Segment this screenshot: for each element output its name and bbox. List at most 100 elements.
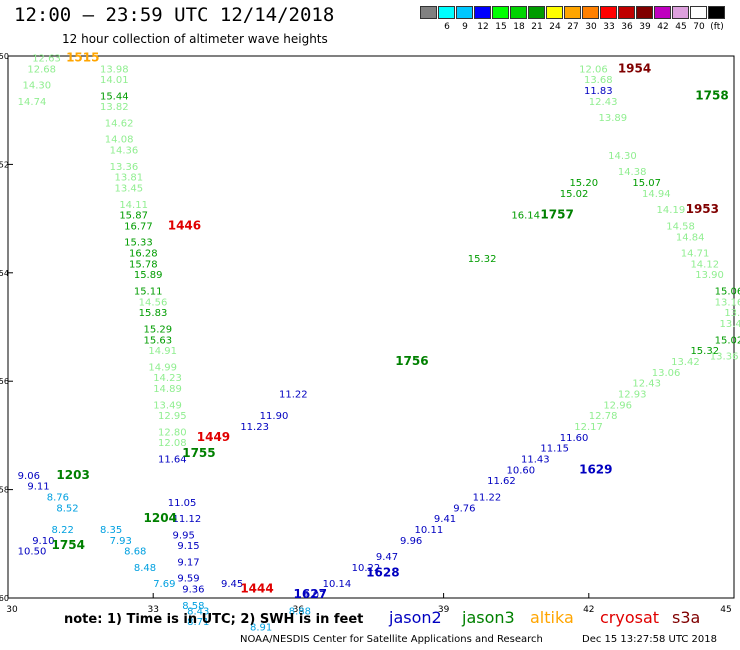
legend-label: 42 [657,22,669,32]
legend-swatch [456,6,473,19]
wave-height-label: 11.23 [240,422,269,433]
footer-note: note: 1) Time is in UTC; 2) SWH is in fe… [64,612,364,627]
pass-time-label: 1629 [579,462,612,476]
credit-text: NOAA/NESDIS Center for Satellite Applica… [240,634,543,645]
wave-height-label: 12.96 [603,400,632,411]
pass-time-label: 1758 [695,88,728,102]
legend-swatch [618,6,635,19]
legend-label: 15 [495,22,507,32]
wave-height-label: 13.06 [652,368,681,379]
wave-height-label: 13.82 [100,102,129,113]
wave-height-label: 9.10 [32,536,54,547]
wave-height-label: 14.94 [642,189,671,200]
wave-height-label: 8.48 [134,563,156,574]
wave-height-label: 11.83 [584,86,613,97]
lon-tick-label: 42 [583,605,594,615]
wave-height-label: 9.17 [177,557,199,568]
wave-height-label: 14.56 [139,297,168,308]
wave-height-label: 10.11 [415,525,444,536]
wave-height-label: 14.23 [153,373,182,384]
wave-height-label: 14.71 [681,249,710,260]
wave-height-label: 16.77 [124,221,153,232]
lon-tick-label: 39 [438,605,450,615]
lon-tick-label: 45 [720,605,731,615]
legend-label: 18 [513,22,525,32]
lat-tick-label: -54 [0,269,9,278]
wave-height-label: 13.68 [584,75,613,86]
wave-height-label: 13.36 [110,162,139,173]
wave-height-label: 11.60 [560,433,589,444]
legend-label: 45 [675,22,687,32]
legend-swatch [492,6,509,19]
wave-height-label: 15.32 [468,254,497,265]
wave-height-label: 9.15 [177,541,199,552]
pass-time-label: 1628 [366,565,399,579]
wave-height-label: 11.12 [173,514,202,525]
wave-height-label: 15.29 [144,324,173,335]
wave-height-label: 9.45 [221,579,243,590]
legend-swatch [438,6,455,19]
legend-swatch [528,6,545,19]
wave-height-label: 12.17 [574,422,603,433]
wave-height-label: 8.91 [250,623,272,634]
wave-height-label: 9.36 [182,585,204,596]
wave-height-label: 15.11 [134,286,163,297]
pass-time-label: 1754 [52,538,85,552]
wave-height-label: 9.07 [303,590,325,601]
pass-time-label: 1449 [197,430,230,444]
wave-height-label: 15.83 [139,308,168,319]
legend-label: 12 [477,22,489,32]
wave-height-label: 15.06 [715,286,740,297]
pass-time-label: 1953 [686,202,719,216]
legend-label: 24 [549,22,561,32]
wave-height-label: 9.95 [173,530,195,541]
wave-height-label: 15.33 [124,238,153,249]
wave-height-label: 16.28 [129,249,158,260]
wave-height-label: 15.78 [129,259,158,270]
wave-height-label: 8.58 [182,601,204,612]
satellite-legend-cryosat: cryosat [600,608,660,627]
wave-height-label: 11.43 [521,455,550,466]
legend-label: 33 [603,22,615,32]
wave-height-label: 11.15 [540,444,569,455]
wave-height-label: 15.87 [119,211,148,222]
wave-height-label: 9.11 [27,482,49,493]
legend-swatch [672,6,689,19]
satellite-legend-s3a: s3a [672,608,701,627]
legend-swatch [582,6,599,19]
wave-height-label: 8.43 [187,606,209,617]
wave-height-label: 15.32 [690,346,719,357]
wave-height-label: 13.98 [100,64,129,75]
wave-height-label: 8.71 [187,617,209,628]
wave-height-label: 9.41 [434,514,456,525]
satellite-legend-jason3: jason3 [462,608,515,627]
legend-label: 27 [567,22,579,32]
wave-height-label: 10.22 [352,563,381,574]
map-frame [7,55,735,599]
legend-label: (ft) [710,22,724,32]
wave-height-label: 14.99 [148,362,177,373]
wave-height-label: 10.50 [18,547,47,558]
wave-height-label: 14.62 [105,118,134,129]
legend-swatch [690,6,707,19]
wave-height-label: 11.05 [168,498,197,509]
legend-swatch [600,6,617,19]
lat-tick-label: -60 [0,594,9,603]
wave-height-label: 15.20 [569,178,598,189]
wave-height-label: 16.14 [511,211,540,222]
wave-height-label: 11.22 [473,492,502,503]
wave-height-label: 12.93 [618,389,647,400]
wave-height-label: 14.58 [666,221,695,232]
wave-height-label: 15.44 [100,91,129,102]
wave-height-label: 13.29 [724,308,740,319]
legend-swatch [510,6,527,19]
wave-height-label: 12.80 [158,427,187,438]
wave-height-label: 13.89 [598,113,627,124]
wave-height-label: 14.12 [690,259,719,270]
wave-height-label: 14.84 [676,232,705,243]
pass-time-label: 1756 [395,354,428,368]
wave-height-label: 10.60 [507,465,536,476]
wave-height-label: 14.01 [100,75,129,86]
legend-label: 36 [621,22,633,32]
